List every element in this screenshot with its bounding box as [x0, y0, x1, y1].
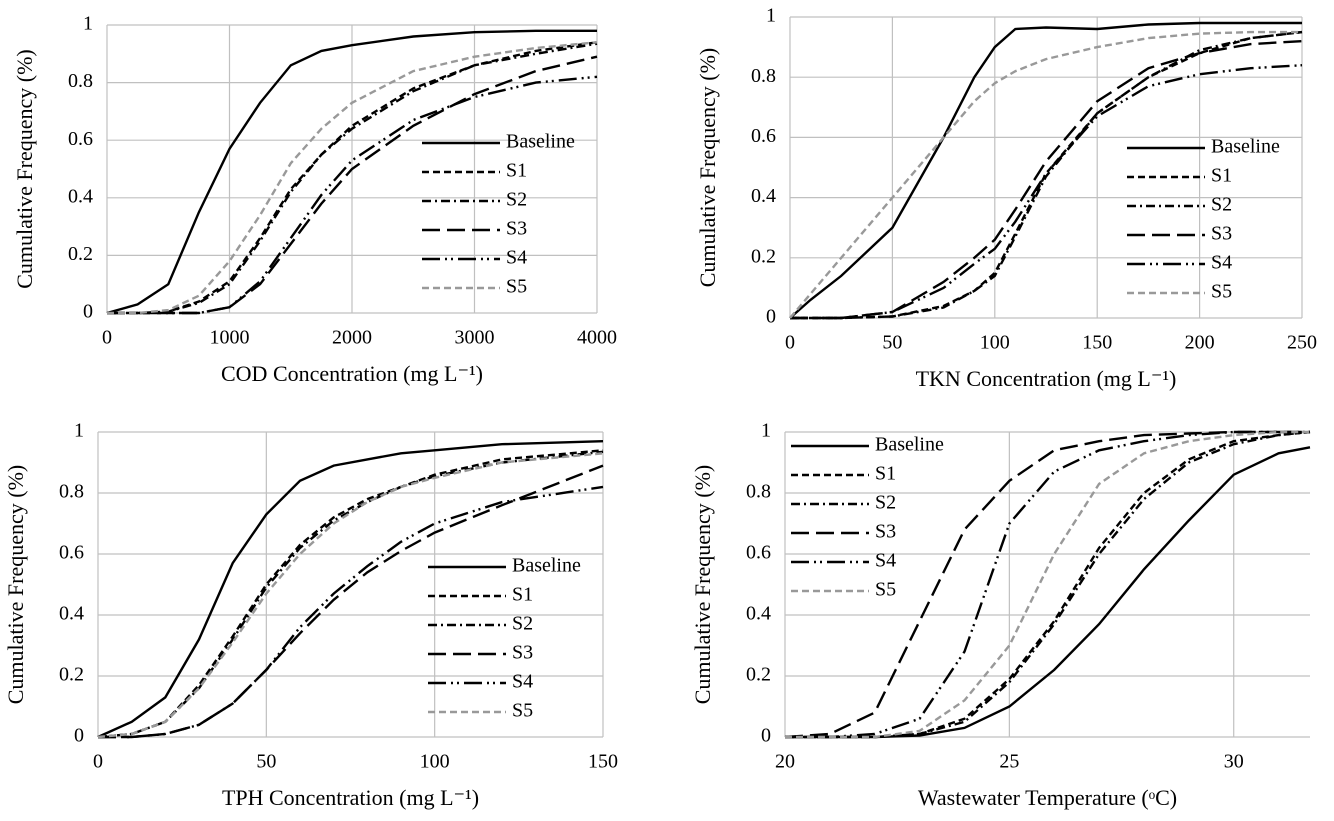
legend-label: S5	[875, 579, 896, 601]
x-tick-label: 0	[102, 327, 112, 349]
series-line	[97, 450, 604, 739]
y-tick-label: 0	[766, 306, 776, 328]
y-tick-label: 1	[766, 5, 776, 27]
legend-label: S1	[1211, 165, 1232, 187]
legend-label: S5	[512, 700, 533, 722]
legend-label: S3	[1211, 223, 1232, 245]
legend-label: Baseline	[506, 131, 575, 153]
series-line	[107, 42, 598, 315]
y-tick-label: 0	[761, 725, 771, 747]
series-line	[790, 64, 1303, 320]
legend-label: S1	[512, 584, 533, 606]
legend-label: S3	[875, 521, 896, 543]
y-tick-label: 0.2	[68, 243, 93, 265]
y-tick-label: 0.6	[68, 128, 93, 150]
series-line	[785, 430, 1310, 739]
x-tick-label: 4000	[577, 327, 617, 349]
y-tick-label: 0.8	[68, 70, 93, 92]
y-tick-label: 0.8	[751, 65, 776, 87]
x-tick-label: 200	[1185, 332, 1215, 354]
y-tick-label: 0.2	[751, 245, 776, 267]
series-line	[98, 464, 604, 739]
y-axis-title: Cumulative Frequency (%)	[12, 49, 37, 289]
y-tick-label: 0.8	[59, 481, 84, 503]
series-line	[107, 41, 598, 315]
series-line	[97, 440, 604, 739]
x-tick-label: 100	[980, 332, 1010, 354]
legend-label: S5	[506, 276, 527, 298]
y-tick-label: 0	[74, 725, 84, 747]
x-tick-label: 150	[588, 751, 618, 773]
y-tick-label: 0.2	[59, 664, 84, 686]
y-tick-label: 0	[83, 301, 93, 323]
y-axis-title: Cumulative Frequency (%)	[690, 465, 715, 705]
x-tick-label: 0	[785, 332, 795, 354]
y-tick-label: 0.2	[746, 664, 771, 686]
y-tick-label: 0.4	[746, 603, 771, 625]
legend-label: S3	[512, 642, 533, 664]
y-axis-title: Cumulative Frequency (%)	[695, 48, 720, 288]
legend-label: Baseline	[512, 555, 581, 577]
y-tick-label: 0.6	[59, 542, 84, 564]
legend-label: S2	[1211, 194, 1232, 216]
x-tick-label: 150	[1082, 332, 1112, 354]
y-tick-label: 0.8	[746, 481, 771, 503]
y-tick-label: 1	[761, 420, 771, 442]
series-line	[107, 75, 598, 315]
x-axis-title: COD Concentration (mg L⁻¹)	[221, 361, 483, 386]
legend-label: Baseline	[875, 434, 944, 456]
x-axis-title: Wastewater Temperature (ᵒC)	[918, 785, 1177, 810]
y-tick-label: 1	[83, 13, 93, 35]
legend-label: S2	[875, 492, 896, 514]
x-tick-label: 250	[1287, 332, 1317, 354]
x-tick-label: 100	[420, 751, 450, 773]
series-line	[97, 452, 604, 739]
series-line	[107, 55, 598, 315]
x-axis-title: TPH Concentration (mg L⁻¹)	[222, 785, 479, 810]
legend-label: S1	[506, 160, 527, 182]
legend-label: S4	[1211, 252, 1232, 274]
legend-label: S2	[506, 189, 527, 211]
legend-label: S3	[506, 218, 527, 240]
x-tick-label: 50	[256, 751, 276, 773]
series-line	[789, 30, 1302, 319]
y-tick-label: 0.6	[751, 125, 776, 147]
y-tick-label: 0.4	[751, 185, 776, 207]
series-line	[106, 29, 597, 315]
x-tick-label: 25	[999, 751, 1019, 773]
x-tick-label: 20	[775, 751, 795, 773]
x-tick-label: 0	[93, 751, 103, 773]
legend-label: Baseline	[1211, 136, 1280, 158]
legend-label: S4	[875, 550, 896, 572]
y-axis-title: Cumulative Frequency (%)	[3, 465, 28, 705]
legend-label: S2	[512, 613, 533, 635]
x-tick-label: 2000	[332, 327, 372, 349]
legend-label: S4	[506, 247, 527, 269]
series-line	[789, 21, 1302, 319]
x-tick-label: 1000	[210, 327, 250, 349]
y-tick-label: 1	[74, 420, 84, 442]
x-tick-label: 3000	[455, 327, 495, 349]
series-line	[785, 430, 1310, 739]
y-tick-label: 0.4	[59, 603, 84, 625]
legend-label: S1	[875, 463, 896, 485]
y-tick-label: 0.4	[68, 185, 93, 207]
x-tick-label: 30	[1224, 751, 1244, 773]
y-tick-label: 0.6	[746, 542, 771, 564]
legend-label: S4	[512, 671, 533, 693]
x-axis-title: TKN Concentration (mg L⁻¹)	[916, 366, 1177, 391]
x-tick-label: 50	[882, 332, 902, 354]
legend-label: S5	[1211, 281, 1232, 303]
